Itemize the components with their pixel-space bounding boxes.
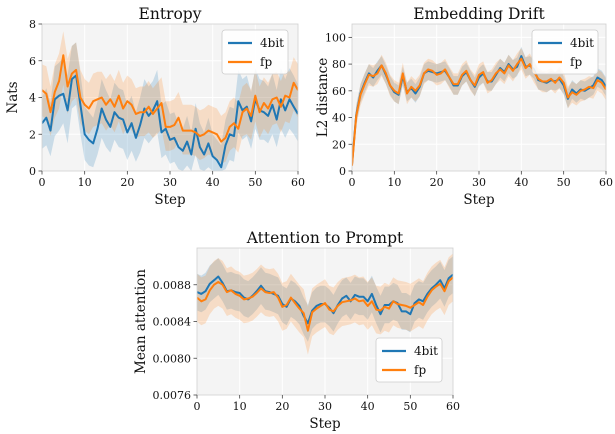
x-tick-label: 50 — [403, 400, 417, 413]
series-line-fp — [352, 57, 606, 166]
y-tick-label: 0 — [339, 165, 346, 178]
legend: 4bit fp — [221, 29, 289, 75]
y-tick-label: 0.0076 — [153, 389, 192, 402]
x-tick-label: 10 — [233, 400, 247, 413]
band-4bit — [197, 256, 453, 342]
y-tick-label: 60 — [332, 85, 346, 98]
x-tick-label: 0 — [39, 176, 46, 189]
legend-label-4bit: 4bit — [260, 36, 284, 50]
y-tick-label: 20 — [332, 138, 346, 151]
y-tick-label: 0.0080 — [153, 352, 192, 365]
legend-label-4bit: 4bit — [414, 344, 438, 358]
x-tick-label: 50 — [557, 176, 571, 189]
x-tick-label: 40 — [514, 176, 528, 189]
x-tick-label: 0 — [194, 400, 201, 413]
x-tick-label: 40 — [206, 176, 220, 189]
x-tick-label: 60 — [446, 400, 460, 413]
legend-label-fp: fp — [414, 363, 426, 377]
x-tick-label: 30 — [318, 400, 332, 413]
x-tick-label: 20 — [430, 176, 444, 189]
plot-content — [197, 253, 453, 355]
y-tick-label: 4 — [29, 92, 36, 105]
plot-content — [42, 31, 298, 171]
y-axis-label: L2 distance — [315, 58, 331, 137]
legend-label-fp: fp — [260, 55, 272, 69]
y-axis-label: Nats — [5, 81, 21, 113]
x-axis-label: Step — [154, 192, 185, 208]
band-4bit — [42, 42, 298, 171]
y-tick-label: 8 — [29, 18, 36, 31]
y-tick-label: 0.0084 — [153, 316, 192, 329]
y-tick-label: 0 — [29, 165, 36, 178]
chart-panel-2: 0 10 20 30 40 50 60 0 20 40 60 80 100 Embedding Drift… — [315, 5, 613, 208]
x-tick-label: 30 — [472, 176, 486, 189]
x-axis-label: Step — [463, 192, 494, 208]
x-tick-label: 40 — [361, 400, 375, 413]
x-tick-label: 0 — [349, 176, 356, 189]
legend-label-fp: fp — [570, 55, 582, 69]
chart-panel-1: 0 10 20 30 40 50 60 0 2 4 6 8 Entropy Step Nats 4bit fp — [5, 5, 305, 208]
y-tick-label: 0.0088 — [153, 279, 192, 292]
x-tick-label: 10 — [78, 176, 92, 189]
chart-title: Entropy — [139, 5, 202, 23]
y-tick-label: 6 — [29, 55, 36, 68]
x-tick-label: 30 — [163, 176, 177, 189]
series-line-fp — [197, 276, 453, 332]
legend: 4bit fp — [531, 29, 599, 75]
y-tick-label: 100 — [325, 31, 346, 44]
legend-label-4bit: 4bit — [570, 36, 594, 50]
legend: 4bit fp — [375, 337, 443, 383]
band-4bit — [352, 46, 606, 171]
y-tick-label: 80 — [332, 58, 346, 71]
x-axis-label: Step — [309, 416, 340, 432]
chart-title: Attention to Prompt — [246, 229, 404, 247]
plot-content — [352, 46, 606, 171]
x-tick-label: 60 — [599, 176, 613, 189]
x-tick-label: 20 — [120, 176, 134, 189]
chart-panel-3: 0 10 20 30 40 50 60 0.0076 0.0080 0.0084 0.0088 Att… — [133, 229, 460, 432]
band-fp — [352, 48, 606, 171]
y-axis-label: Mean attention — [133, 269, 149, 374]
x-tick-label: 50 — [248, 176, 262, 189]
x-tick-label: 20 — [275, 400, 289, 413]
x-tick-label: 10 — [387, 176, 401, 189]
chart-title: Embedding Drift — [413, 5, 545, 23]
y-tick-label: 2 — [29, 128, 36, 141]
series-line-fp — [42, 54, 298, 143]
y-tick-label: 40 — [332, 112, 346, 125]
x-tick-label: 60 — [291, 176, 305, 189]
